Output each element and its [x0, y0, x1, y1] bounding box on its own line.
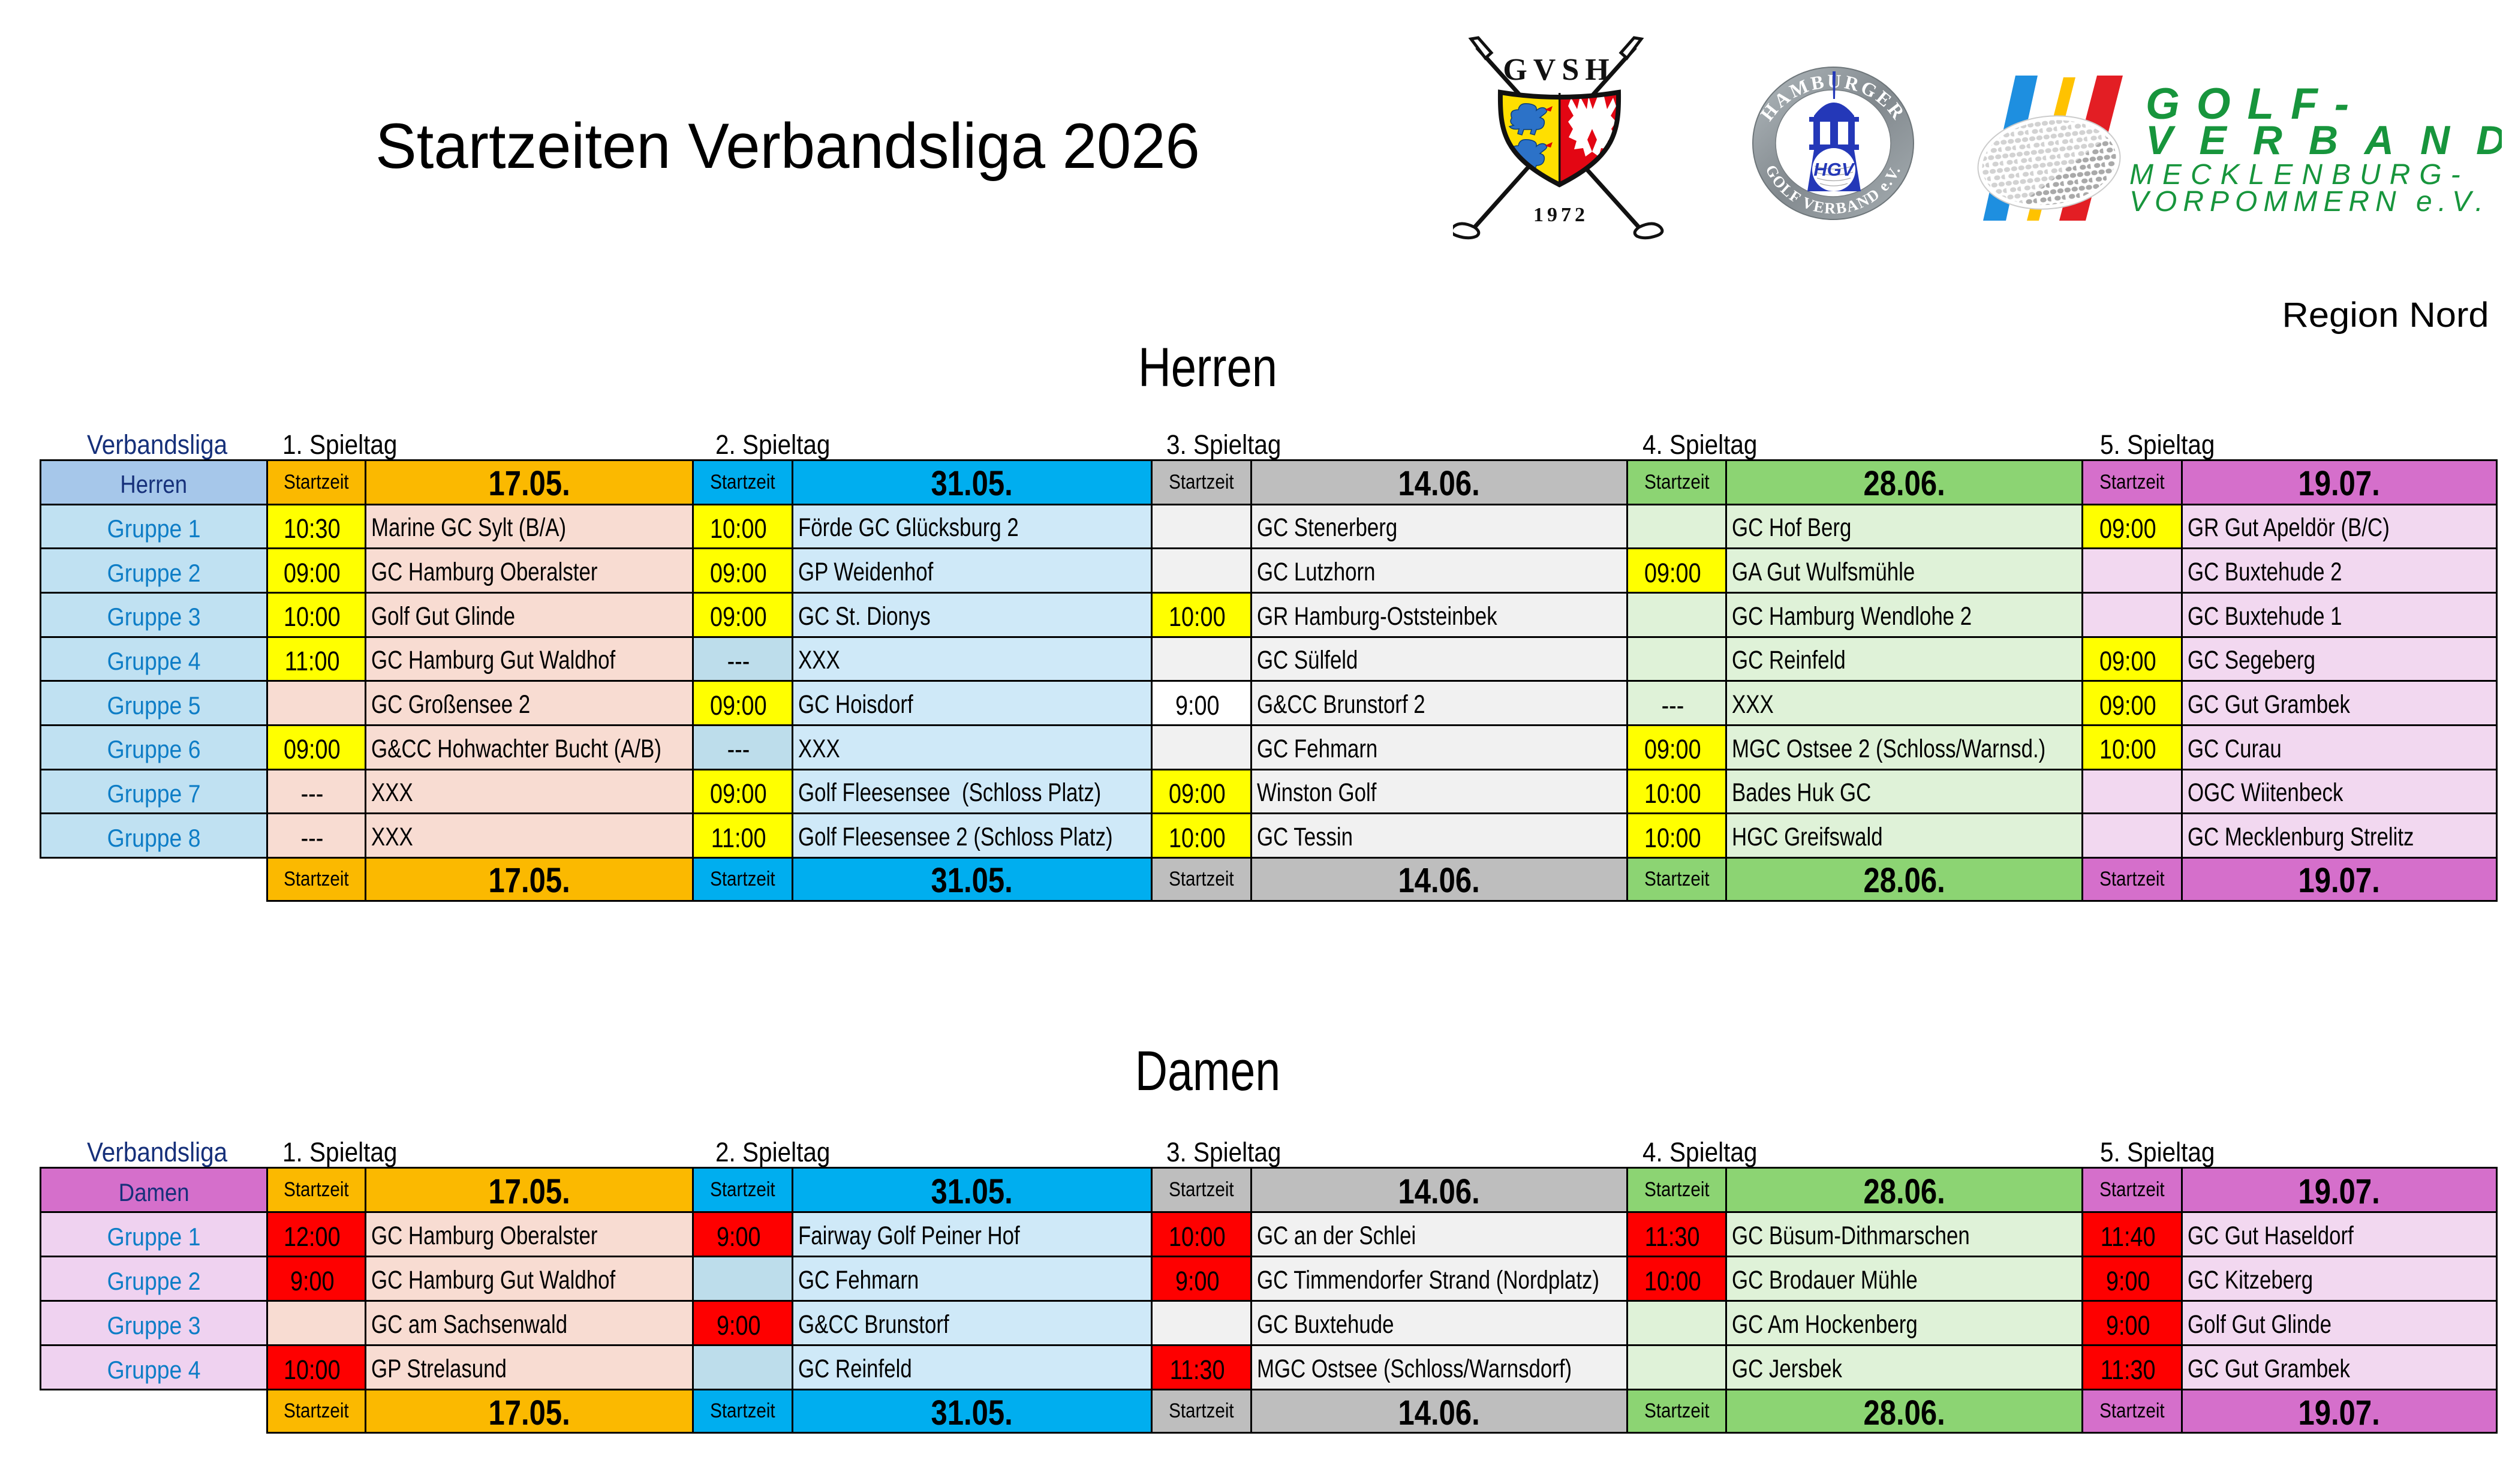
- svg-text:HGV: HGV: [1813, 159, 1855, 180]
- svg-text:VERBAND: VERBAND: [2146, 118, 2502, 163]
- svg-text:GVSH: GVSH: [1503, 53, 1615, 87]
- svg-text:VORPOMMERN e.V.: VORPOMMERN e.V.: [2129, 186, 2489, 218]
- svg-text:GOLF-: GOLF-: [2146, 80, 2366, 128]
- svg-text:MECKLENBURG-: MECKLENBURG-: [2129, 159, 2469, 191]
- svg-text:1972: 1972: [1533, 204, 1589, 226]
